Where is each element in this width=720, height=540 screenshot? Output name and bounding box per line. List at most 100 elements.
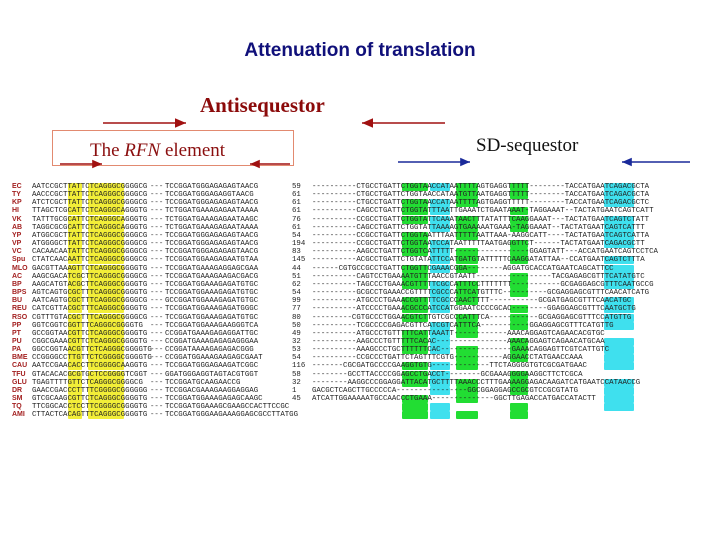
- sequence-highlight: [510, 272, 528, 281]
- row-name: BP: [12, 280, 22, 288]
- row-d1: ---: [150, 403, 164, 412]
- sequence-highlight: [88, 305, 124, 314]
- row-num: 45: [292, 395, 301, 404]
- alignment-row: AB TAGGCGCGCATTCTCAGGGCAGGGTG --- TCTGGATGA…: [12, 223, 718, 232]
- row-s3: ----------CAGCCTGATTCTGGTATTAAAAGTGAAAAA…: [312, 223, 645, 232]
- row-num: 76: [292, 215, 301, 224]
- alignment-row: AC AAGCGACATCGCTTCAGGGCGGGGCG --- TCCGGATGA…: [12, 272, 718, 281]
- row-d1: ---: [150, 378, 164, 387]
- sequence-highlight: [430, 248, 450, 257]
- row-d1: ---: [150, 199, 164, 208]
- row-s2: TCCGGATGGAAGAGAATGTAA: [165, 256, 259, 265]
- sequence-highlight: [510, 223, 528, 232]
- row-d1: ---: [150, 289, 164, 298]
- row-d1: ---: [150, 280, 164, 289]
- rfn-element-label: The RFN element: [90, 140, 225, 162]
- sequence-highlight: [430, 199, 450, 208]
- row-s3: ----------GCGCCTGAAACCGTTTTCGCCCATTCATGT…: [312, 289, 650, 298]
- row-num: 80: [292, 313, 301, 322]
- row-name: VK: [12, 215, 22, 223]
- alignment-row: TY AACCCGCTTATTCTCAGGGCGGGGCG --- TCCGGATGG…: [12, 191, 718, 200]
- sequence-highlight: [456, 329, 478, 338]
- sequence-highlight: [402, 346, 428, 355]
- sequence-highlight: [604, 395, 634, 404]
- rfn-element-box: [52, 130, 294, 166]
- row-num: 145: [292, 256, 306, 265]
- row-num: 62: [292, 280, 301, 289]
- row-s2: GCCGGATGGAAAGAGATGTGC: [165, 297, 259, 306]
- sequence-highlight: [402, 313, 428, 322]
- row-name: PU: [12, 337, 22, 345]
- sequence-highlight: [402, 297, 428, 306]
- row-s3: ----------ACGCCTGATTCTGTATATTCCATGATGTAT…: [312, 256, 645, 265]
- sequence-highlight: [456, 191, 478, 200]
- row-s2: TCCGGATGGAAAGCGAAGCCACTTCCGC: [165, 403, 290, 412]
- row-s3: ----------CAGCCTGATTCTGGTATTTAATTGAAATCT…: [312, 207, 654, 216]
- sequence-highlight: [456, 289, 478, 298]
- row-d1: ---: [150, 215, 164, 224]
- sequence-highlight: [510, 354, 528, 363]
- sequence-highlight: [88, 337, 124, 346]
- sequence-highlight: [604, 378, 634, 387]
- alignment-row: AMI CTTACTCACAGTTTCAGGGCGGGGTG --- TCCGGATG…: [12, 411, 718, 420]
- row-name: PP: [12, 321, 22, 329]
- row-s3: ----------ATGCCCTGAAACCGTTTTCGCCCAACTTTT…: [312, 297, 632, 306]
- sequence-highlight: [456, 223, 478, 232]
- sequence-highlight: [68, 337, 82, 346]
- alignment-row: VC CACAACAATATTCTCAGGGCGGGGCG --- TCCGGATGG…: [12, 248, 718, 257]
- sequence-highlight: [430, 264, 450, 273]
- row-num: 61: [292, 223, 301, 232]
- row-s3: ----------CCGCCCTGATTCTAGTTTCGTG--------…: [312, 354, 583, 363]
- alignment-row: HI TTAGCTCGCATTCTCAGGGCAGGGTG --- TCTGGATGA…: [12, 207, 718, 216]
- alignment-row: PP GGTCGGTCGGTTTCAGGGCGGGGTG --- TCCGGATGGA…: [12, 321, 718, 330]
- row-d1: ---: [150, 183, 164, 191]
- sequence-highlight: [604, 264, 634, 273]
- arrows-layer: [60, 118, 690, 169]
- sequence-highlight: [604, 337, 634, 346]
- row-s2: TCCGGATGGGAGAGAGTAACG: [165, 231, 259, 240]
- sequence-highlight: [510, 215, 528, 224]
- row-s1: AGTCAGTGCGCTTTCAGGGCGGGGTG: [32, 289, 148, 298]
- sequence-highlight: [456, 215, 478, 224]
- sequence-highlight: [430, 386, 450, 395]
- sequence-highlight: [68, 297, 82, 306]
- alignment-row: GLU TGAGTTTTGTTCTCAGGGCGGGGCG --- TCCGGATGC…: [12, 378, 718, 387]
- alignment-row: VP ATGGGGCTTATTCTCAGGGCGGGGCG --- TCCGGATGG…: [12, 240, 718, 249]
- sequence-highlight: [68, 403, 82, 412]
- row-d1: ---: [150, 248, 164, 257]
- sequence-highlight: [88, 354, 124, 363]
- sequence-highlight: [68, 395, 82, 404]
- sequence-highlight: [68, 240, 82, 249]
- row-d1: ---: [150, 395, 164, 404]
- row-s2: TCCGGACGAAAGAAGGAGGAG: [165, 386, 259, 395]
- row-s2: TCCGGATGGAAAGAGATGTGC: [165, 280, 259, 289]
- sequence-highlight: [88, 215, 124, 224]
- sequence-highlight: [510, 370, 528, 379]
- sequence-highlight: [510, 403, 528, 412]
- sequence-highlight: [430, 183, 450, 191]
- sequence-highlight: [510, 386, 528, 395]
- sequence-highlight: [402, 240, 428, 249]
- row-s3: ------CGTGCCGCCTGATTCTGGTTCGAAACGGA-----…: [312, 264, 614, 273]
- sd-sequestor-label: SD-sequestor: [476, 135, 579, 156]
- sequence-highlight: [68, 199, 82, 208]
- alignment-row: YP ATGGCGCTTATTCTCAGGGCGGGGCG --- TCCGGATGG…: [12, 231, 718, 240]
- row-name: TY: [12, 191, 21, 199]
- sequence-highlight: [510, 305, 528, 314]
- sequence-highlight: [456, 231, 478, 240]
- sequence-highlight: [456, 248, 478, 257]
- sequence-highlight: [456, 321, 478, 330]
- sequence-highlight: [430, 297, 450, 306]
- sequence-highlight: [604, 305, 634, 314]
- row-num: 53: [292, 346, 301, 355]
- row-s3: ----------CTGCCTGATTCTGGTAACCATAATTTTAGT…: [312, 183, 650, 191]
- row-s3: ----------TAGCCCTGAAACGTTTTTCGCCATTTCCTT…: [312, 280, 654, 289]
- row-s1: AATCAGTGCGCTTTCAGGGCGGGGCG: [32, 297, 148, 306]
- sequence-highlight: [510, 240, 528, 249]
- sequence-highlight: [68, 313, 82, 322]
- row-s2: TCTGGATGAAAGAGAATAAAA: [165, 207, 259, 216]
- row-d1: ---: [150, 346, 164, 355]
- sequence-highlight: [88, 280, 124, 289]
- row-num: 32: [292, 378, 301, 387]
- sequence-highlight: [88, 411, 124, 420]
